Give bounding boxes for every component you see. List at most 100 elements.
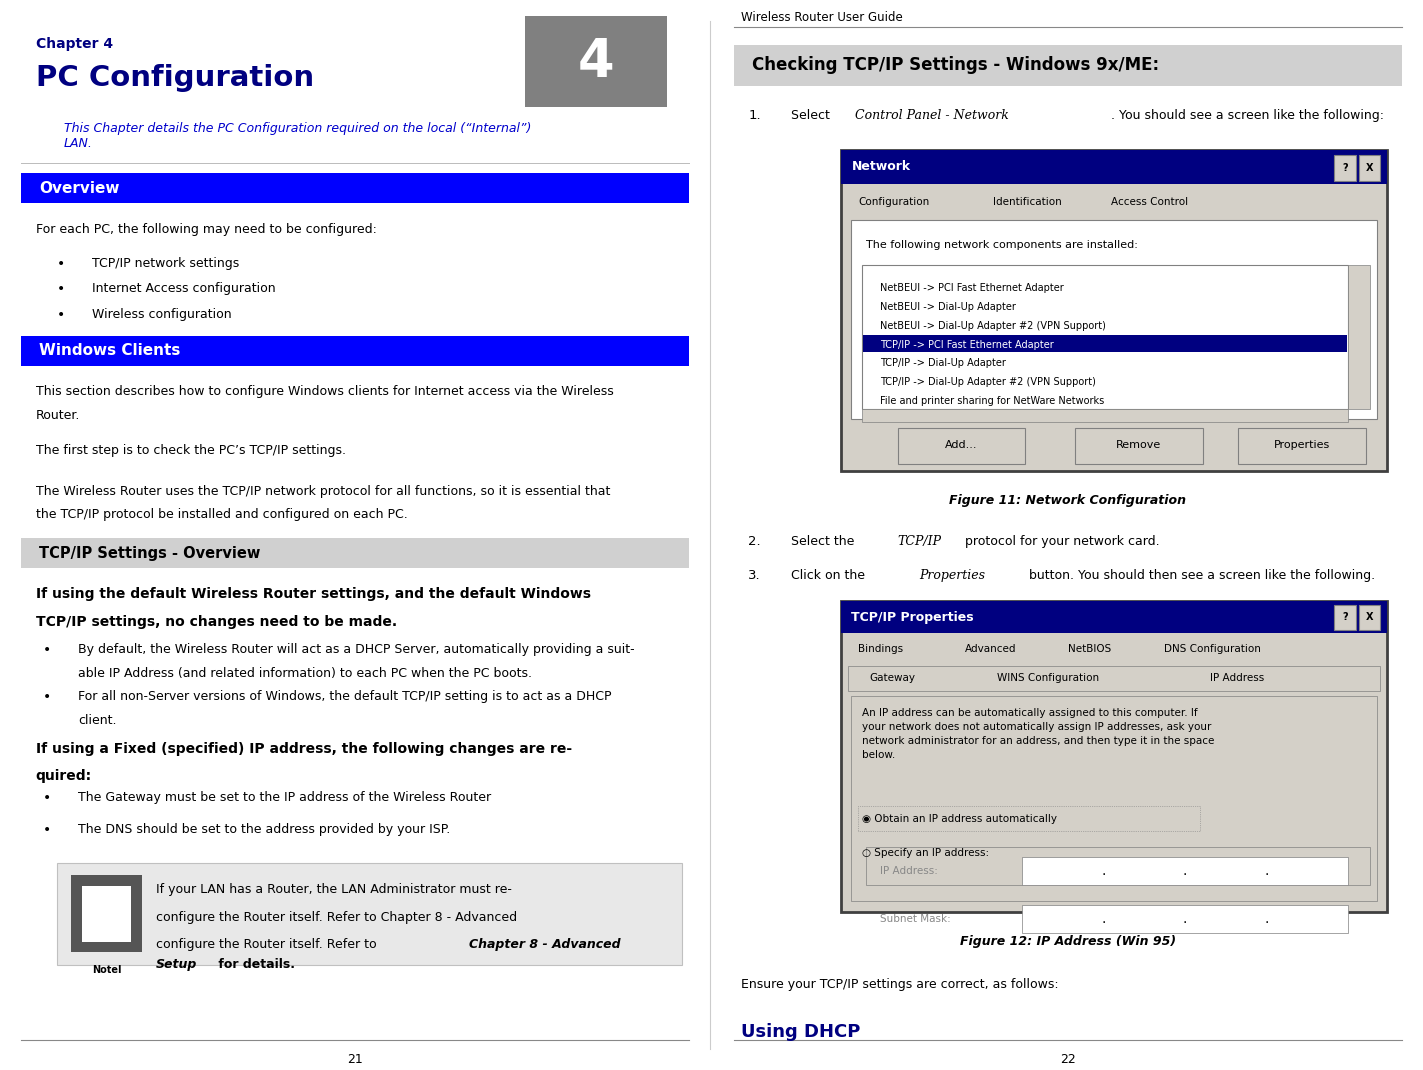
Text: Checking TCP/IP Settings - Windows 9x/ME:: Checking TCP/IP Settings - Windows 9x/ME… <box>751 57 1160 74</box>
Text: ○ Specify an IP address:: ○ Specify an IP address: <box>862 847 989 858</box>
Text: PC Configuration: PC Configuration <box>36 64 313 92</box>
Text: Properties: Properties <box>919 569 985 582</box>
Text: ?: ? <box>1342 163 1348 173</box>
Text: . You should see a screen like the following:: . You should see a screen like the follo… <box>1110 109 1383 122</box>
Text: Figure 12: IP Address (Win 95): Figure 12: IP Address (Win 95) <box>961 935 1175 948</box>
Text: •: • <box>43 791 51 805</box>
Text: .: . <box>1265 912 1269 927</box>
Text: Subnet Mask:: Subnet Mask: <box>879 914 951 924</box>
Text: .: . <box>1101 912 1106 927</box>
FancyBboxPatch shape <box>898 428 1026 464</box>
Text: .: . <box>1101 863 1106 878</box>
Text: •: • <box>57 308 65 322</box>
FancyBboxPatch shape <box>1022 905 1349 933</box>
Text: Remove: Remove <box>1117 440 1161 450</box>
Text: Chapter 4: Chapter 4 <box>36 37 112 51</box>
FancyBboxPatch shape <box>851 696 1377 901</box>
Text: protocol for your network card.: protocol for your network card. <box>962 535 1160 548</box>
Text: If your LAN has a Router, the LAN Administrator must re-: If your LAN has a Router, the LAN Admini… <box>157 883 512 896</box>
Text: DNS Configuration: DNS Configuration <box>1164 644 1261 655</box>
Text: ◉ Obtain an IP address automatically: ◉ Obtain an IP address automatically <box>862 813 1057 824</box>
Text: NetBEUI -> Dial-Up Adapter: NetBEUI -> Dial-Up Adapter <box>879 302 1016 311</box>
Text: 3.: 3. <box>748 569 761 582</box>
FancyBboxPatch shape <box>1359 155 1380 181</box>
FancyBboxPatch shape <box>81 886 131 942</box>
Text: Overview: Overview <box>38 181 120 196</box>
Text: configure the Router itself. Refer to: configure the Router itself. Refer to <box>157 938 381 951</box>
FancyBboxPatch shape <box>864 335 1348 352</box>
Text: Advanced: Advanced <box>965 644 1016 655</box>
Text: Bindings: Bindings <box>858 644 904 655</box>
Text: An IP address can be automatically assigned to this computer. If
your network do: An IP address can be automatically assig… <box>862 708 1214 761</box>
Text: 2.: 2. <box>748 535 761 548</box>
Text: File and printer sharing for NetWare Networks: File and printer sharing for NetWare Net… <box>879 396 1104 407</box>
Text: •: • <box>43 823 51 837</box>
FancyBboxPatch shape <box>1335 605 1356 630</box>
FancyBboxPatch shape <box>848 188 1380 216</box>
Text: quired:: quired: <box>36 769 91 783</box>
Text: LAN.: LAN. <box>64 137 92 150</box>
Text: This Chapter details the PC Configuration required on the local (“Internal”): This Chapter details the PC Configuratio… <box>64 122 531 135</box>
Text: TCP/IP network settings: TCP/IP network settings <box>92 257 239 270</box>
Text: .: . <box>1183 863 1187 878</box>
Text: .: . <box>1183 912 1187 927</box>
Text: Select the: Select the <box>791 535 858 548</box>
FancyBboxPatch shape <box>1238 428 1366 464</box>
Text: 4: 4 <box>578 36 615 88</box>
Text: Using DHCP: Using DHCP <box>741 1023 861 1041</box>
Text: Internet Access configuration: Internet Access configuration <box>92 282 276 295</box>
FancyBboxPatch shape <box>21 173 689 203</box>
Text: Configuration: Configuration <box>858 197 929 208</box>
Text: NetBIOS: NetBIOS <box>1067 644 1111 655</box>
Text: Windows Clients: Windows Clients <box>38 343 181 358</box>
Text: 21: 21 <box>347 1053 363 1066</box>
Text: Click on the: Click on the <box>791 569 869 582</box>
FancyBboxPatch shape <box>1359 605 1380 630</box>
Text: Identification: Identification <box>993 197 1062 208</box>
Text: 1.: 1. <box>748 109 761 122</box>
FancyBboxPatch shape <box>841 601 1387 633</box>
Text: The DNS should be set to the address provided by your ISP.: The DNS should be set to the address pro… <box>78 823 450 836</box>
Text: 22: 22 <box>1060 1053 1076 1066</box>
FancyBboxPatch shape <box>865 847 1370 885</box>
Text: Gateway: Gateway <box>869 673 915 684</box>
Text: WINS Configuration: WINS Configuration <box>998 673 1099 684</box>
Text: TCP/IP Properties: TCP/IP Properties <box>851 611 973 624</box>
Text: able IP Address (and related information) to each PC when the PC boots.: able IP Address (and related information… <box>78 667 532 679</box>
Text: TCP/IP settings, no changes need to be made.: TCP/IP settings, no changes need to be m… <box>36 615 397 629</box>
Text: ?: ? <box>1342 612 1348 623</box>
Text: Router.: Router. <box>36 409 80 422</box>
Text: By default, the Wireless Router will act as a DHCP Server, automatically providi: By default, the Wireless Router will act… <box>78 643 635 656</box>
FancyBboxPatch shape <box>1074 428 1202 464</box>
Text: configure the Router itself. Refer to Chapter 8 - Advanced: configure the Router itself. Refer to Ch… <box>157 911 518 923</box>
FancyBboxPatch shape <box>1335 155 1356 181</box>
Text: •: • <box>43 643 51 657</box>
Text: X: X <box>1366 612 1373 623</box>
Text: The Gateway must be set to the IP address of the Wireless Router: The Gateway must be set to the IP addres… <box>78 791 491 804</box>
Text: Add...: Add... <box>945 440 978 450</box>
FancyBboxPatch shape <box>862 409 1349 422</box>
Text: Chapter 8 - Advanced: Chapter 8 - Advanced <box>468 938 620 951</box>
Text: The following network components are installed:: The following network components are ins… <box>865 240 1137 249</box>
Text: Setup: Setup <box>157 958 198 970</box>
Text: •: • <box>57 282 65 296</box>
Text: •: • <box>43 690 51 704</box>
FancyBboxPatch shape <box>21 538 689 568</box>
Text: NetBEUI -> PCI Fast Ethernet Adapter: NetBEUI -> PCI Fast Ethernet Adapter <box>879 282 1063 293</box>
FancyBboxPatch shape <box>841 601 1387 912</box>
Text: X: X <box>1366 163 1373 173</box>
Text: TCP/IP -> PCI Fast Ethernet Adapter: TCP/IP -> PCI Fast Ethernet Adapter <box>879 339 1053 350</box>
Text: TCP/IP Settings - Overview: TCP/IP Settings - Overview <box>38 546 260 561</box>
FancyBboxPatch shape <box>862 265 1349 409</box>
Text: For each PC, the following may need to be configured:: For each PC, the following may need to b… <box>36 223 376 235</box>
Text: for details.: for details. <box>215 958 296 970</box>
Text: If using a Fixed (specified) IP address, the following changes are re-: If using a Fixed (specified) IP address,… <box>36 742 572 755</box>
FancyBboxPatch shape <box>734 45 1402 86</box>
Text: For all non-Server versions of Windows, the default TCP/IP setting is to act as : For all non-Server versions of Windows, … <box>78 690 612 703</box>
Text: This section describes how to configure Windows clients for Internet access via : This section describes how to configure … <box>36 385 613 398</box>
FancyBboxPatch shape <box>21 336 689 366</box>
FancyBboxPatch shape <box>71 875 142 952</box>
Text: IP Address:: IP Address: <box>879 866 938 876</box>
FancyBboxPatch shape <box>848 666 1380 691</box>
FancyBboxPatch shape <box>841 150 1387 184</box>
